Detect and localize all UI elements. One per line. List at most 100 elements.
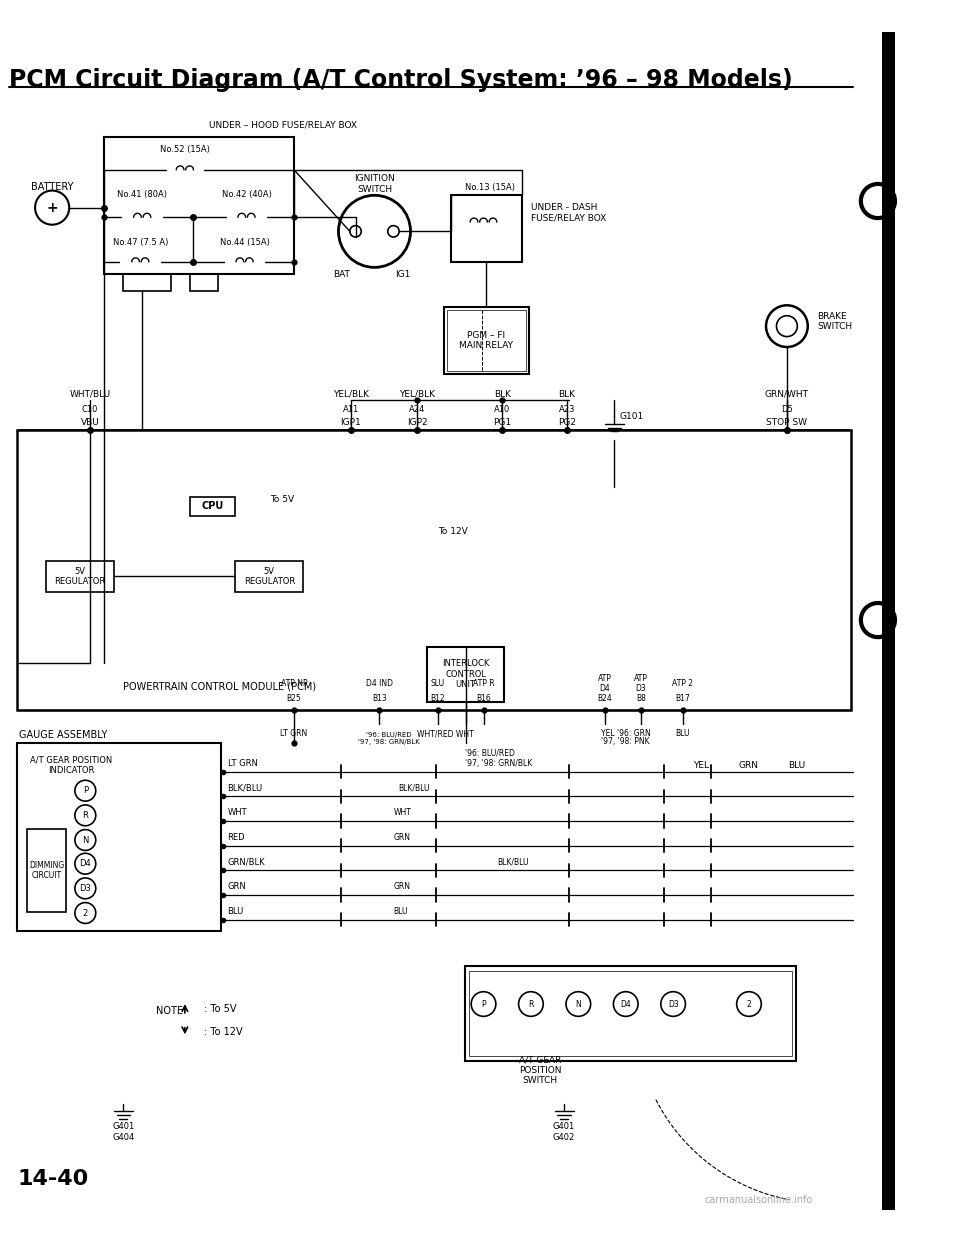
- Text: A23: A23: [559, 405, 575, 414]
- Bar: [17, 431, 852, 710]
- Text: carmanualsonline.info: carmanualsonline.info: [705, 1195, 812, 1205]
- Text: PG1: PG1: [493, 419, 512, 427]
- Text: G401
G404: G401 G404: [112, 1123, 134, 1141]
- Text: BLU: BLU: [788, 761, 804, 770]
- Bar: [190, 274, 218, 291]
- Text: G101: G101: [619, 411, 643, 421]
- Text: G401
G402: G401 G402: [553, 1123, 575, 1141]
- Text: A/T GEAR POSITION
INDICATOR: A/T GEAR POSITION INDICATOR: [30, 755, 112, 775]
- Text: BLK/BLU: BLK/BLU: [228, 784, 263, 792]
- Text: B17: B17: [675, 694, 690, 703]
- Text: ATP R: ATP R: [472, 679, 494, 688]
- Text: WHT/RED WHT: WHT/RED WHT: [418, 729, 474, 738]
- Text: YEL/BLK: YEL/BLK: [333, 390, 369, 399]
- Text: No.42 (40A): No.42 (40A): [222, 190, 272, 199]
- Text: N: N: [575, 1000, 581, 1009]
- Text: B24: B24: [597, 694, 612, 703]
- Text: D4: D4: [80, 859, 91, 868]
- Text: GAUGE ASSEMBLY: GAUGE ASSEMBLY: [19, 729, 108, 739]
- Bar: [190, 497, 235, 515]
- Text: PGM – FI
MAIN RELAY: PGM – FI MAIN RELAY: [460, 330, 514, 350]
- Text: UNDER - DASH
FUSE/RELAY BOX: UNDER - DASH FUSE/RELAY BOX: [531, 202, 606, 222]
- Text: : To 12V: : To 12V: [204, 1027, 243, 1037]
- Text: A11: A11: [343, 405, 359, 414]
- Text: BATTERY: BATTERY: [31, 181, 73, 191]
- Text: BLK: BLK: [559, 390, 575, 399]
- Text: YEL '96: GRN: YEL '96: GRN: [601, 729, 651, 738]
- Bar: [235, 561, 303, 591]
- Text: No.47 (7.5 A): No.47 (7.5 A): [112, 237, 168, 246]
- Bar: [451, 195, 522, 262]
- Text: A/T GEAR
POSITION
SWITCH: A/T GEAR POSITION SWITCH: [519, 1056, 562, 1086]
- Text: BLK/BLU: BLK/BLU: [497, 857, 529, 867]
- Text: No.52 (15A): No.52 (15A): [160, 144, 210, 154]
- Text: D4: D4: [620, 1000, 631, 1009]
- Bar: [881, 32, 895, 1210]
- Text: +: +: [46, 201, 58, 215]
- Text: : To 5V: : To 5V: [204, 1004, 236, 1013]
- Bar: [469, 971, 792, 1056]
- Text: ATP NP: ATP NP: [280, 679, 307, 688]
- Text: R: R: [528, 1000, 534, 1009]
- Text: VBU: VBU: [81, 419, 100, 427]
- Text: IGP2: IGP2: [407, 419, 427, 427]
- Text: '96: BLU/RED
'97, '98: GRN/BLK: '96: BLU/RED '97, '98: GRN/BLK: [465, 749, 532, 768]
- Text: GRN: GRN: [394, 882, 411, 892]
- Text: A24: A24: [409, 405, 425, 414]
- Text: ATP 2: ATP 2: [672, 679, 693, 688]
- Text: ATP
D4: ATP D4: [598, 674, 612, 693]
- Text: INTERLOCK
CONTROL
UNIT: INTERLOCK CONTROL UNIT: [442, 660, 490, 689]
- Text: 5V
REGULATOR: 5V REGULATOR: [54, 566, 106, 586]
- Bar: [426, 647, 504, 702]
- Text: 2: 2: [747, 1000, 752, 1009]
- Text: WHT: WHT: [394, 809, 411, 817]
- Text: B13: B13: [372, 694, 387, 703]
- Text: GRN: GRN: [394, 833, 411, 842]
- Text: '96: BLU/RED
'97, '98: GRN/BLK: '96: BLU/RED '97, '98: GRN/BLK: [358, 732, 420, 745]
- Text: B25: B25: [286, 694, 301, 703]
- Text: PG2: PG2: [558, 419, 576, 427]
- Bar: [446, 310, 526, 370]
- Text: BRAKE
SWITCH: BRAKE SWITCH: [817, 312, 852, 332]
- Text: ATP
D3: ATP D3: [634, 674, 648, 693]
- Text: B8: B8: [636, 694, 646, 703]
- Text: BAT: BAT: [333, 270, 349, 278]
- Text: D3: D3: [80, 884, 91, 893]
- Text: R: R: [83, 811, 88, 820]
- Text: BLU: BLU: [394, 907, 408, 915]
- Text: D4 IND: D4 IND: [366, 679, 393, 688]
- Text: BLK/BLU: BLK/BLU: [398, 784, 430, 792]
- Text: BLK: BLK: [494, 390, 511, 399]
- Text: N: N: [83, 836, 88, 845]
- Text: No.41 (80A): No.41 (80A): [117, 190, 167, 199]
- Bar: [45, 561, 114, 591]
- Text: 5V
REGULATOR: 5V REGULATOR: [244, 566, 295, 586]
- Text: LT GRN: LT GRN: [228, 759, 257, 768]
- Text: P: P: [481, 1000, 486, 1009]
- Text: BLU: BLU: [228, 907, 244, 915]
- Bar: [27, 828, 66, 912]
- Text: GRN/WHT: GRN/WHT: [765, 390, 809, 399]
- Text: A10: A10: [494, 405, 511, 414]
- Text: B12: B12: [431, 694, 445, 703]
- Text: 2: 2: [83, 908, 88, 918]
- Text: 14-40: 14-40: [17, 1170, 88, 1190]
- Text: YEL/BLK: YEL/BLK: [399, 390, 435, 399]
- Text: POWERTRAIN CONTROL MODULE (PCM): POWERTRAIN CONTROL MODULE (PCM): [123, 681, 317, 691]
- Text: '97, '98: PNK: '97, '98: PNK: [601, 737, 650, 746]
- Bar: [17, 743, 221, 932]
- Text: UNDER – HOOD FUSE/RELAY BOX: UNDER – HOOD FUSE/RELAY BOX: [208, 120, 356, 130]
- Text: D5: D5: [781, 405, 793, 414]
- Text: P: P: [83, 786, 88, 795]
- Text: GRN: GRN: [228, 882, 247, 892]
- Text: WHT/BLU: WHT/BLU: [69, 390, 110, 399]
- Text: No.13 (15A): No.13 (15A): [465, 183, 515, 191]
- Text: CPU: CPU: [202, 502, 224, 512]
- Text: D3: D3: [668, 1000, 679, 1009]
- Text: GRN/BLK: GRN/BLK: [228, 857, 265, 867]
- Text: No.44 (15A): No.44 (15A): [220, 237, 270, 246]
- Text: GRN: GRN: [739, 761, 759, 770]
- Bar: [105, 137, 294, 274]
- Text: To 12V: To 12V: [438, 528, 468, 537]
- Text: LT GRN: LT GRN: [280, 729, 307, 738]
